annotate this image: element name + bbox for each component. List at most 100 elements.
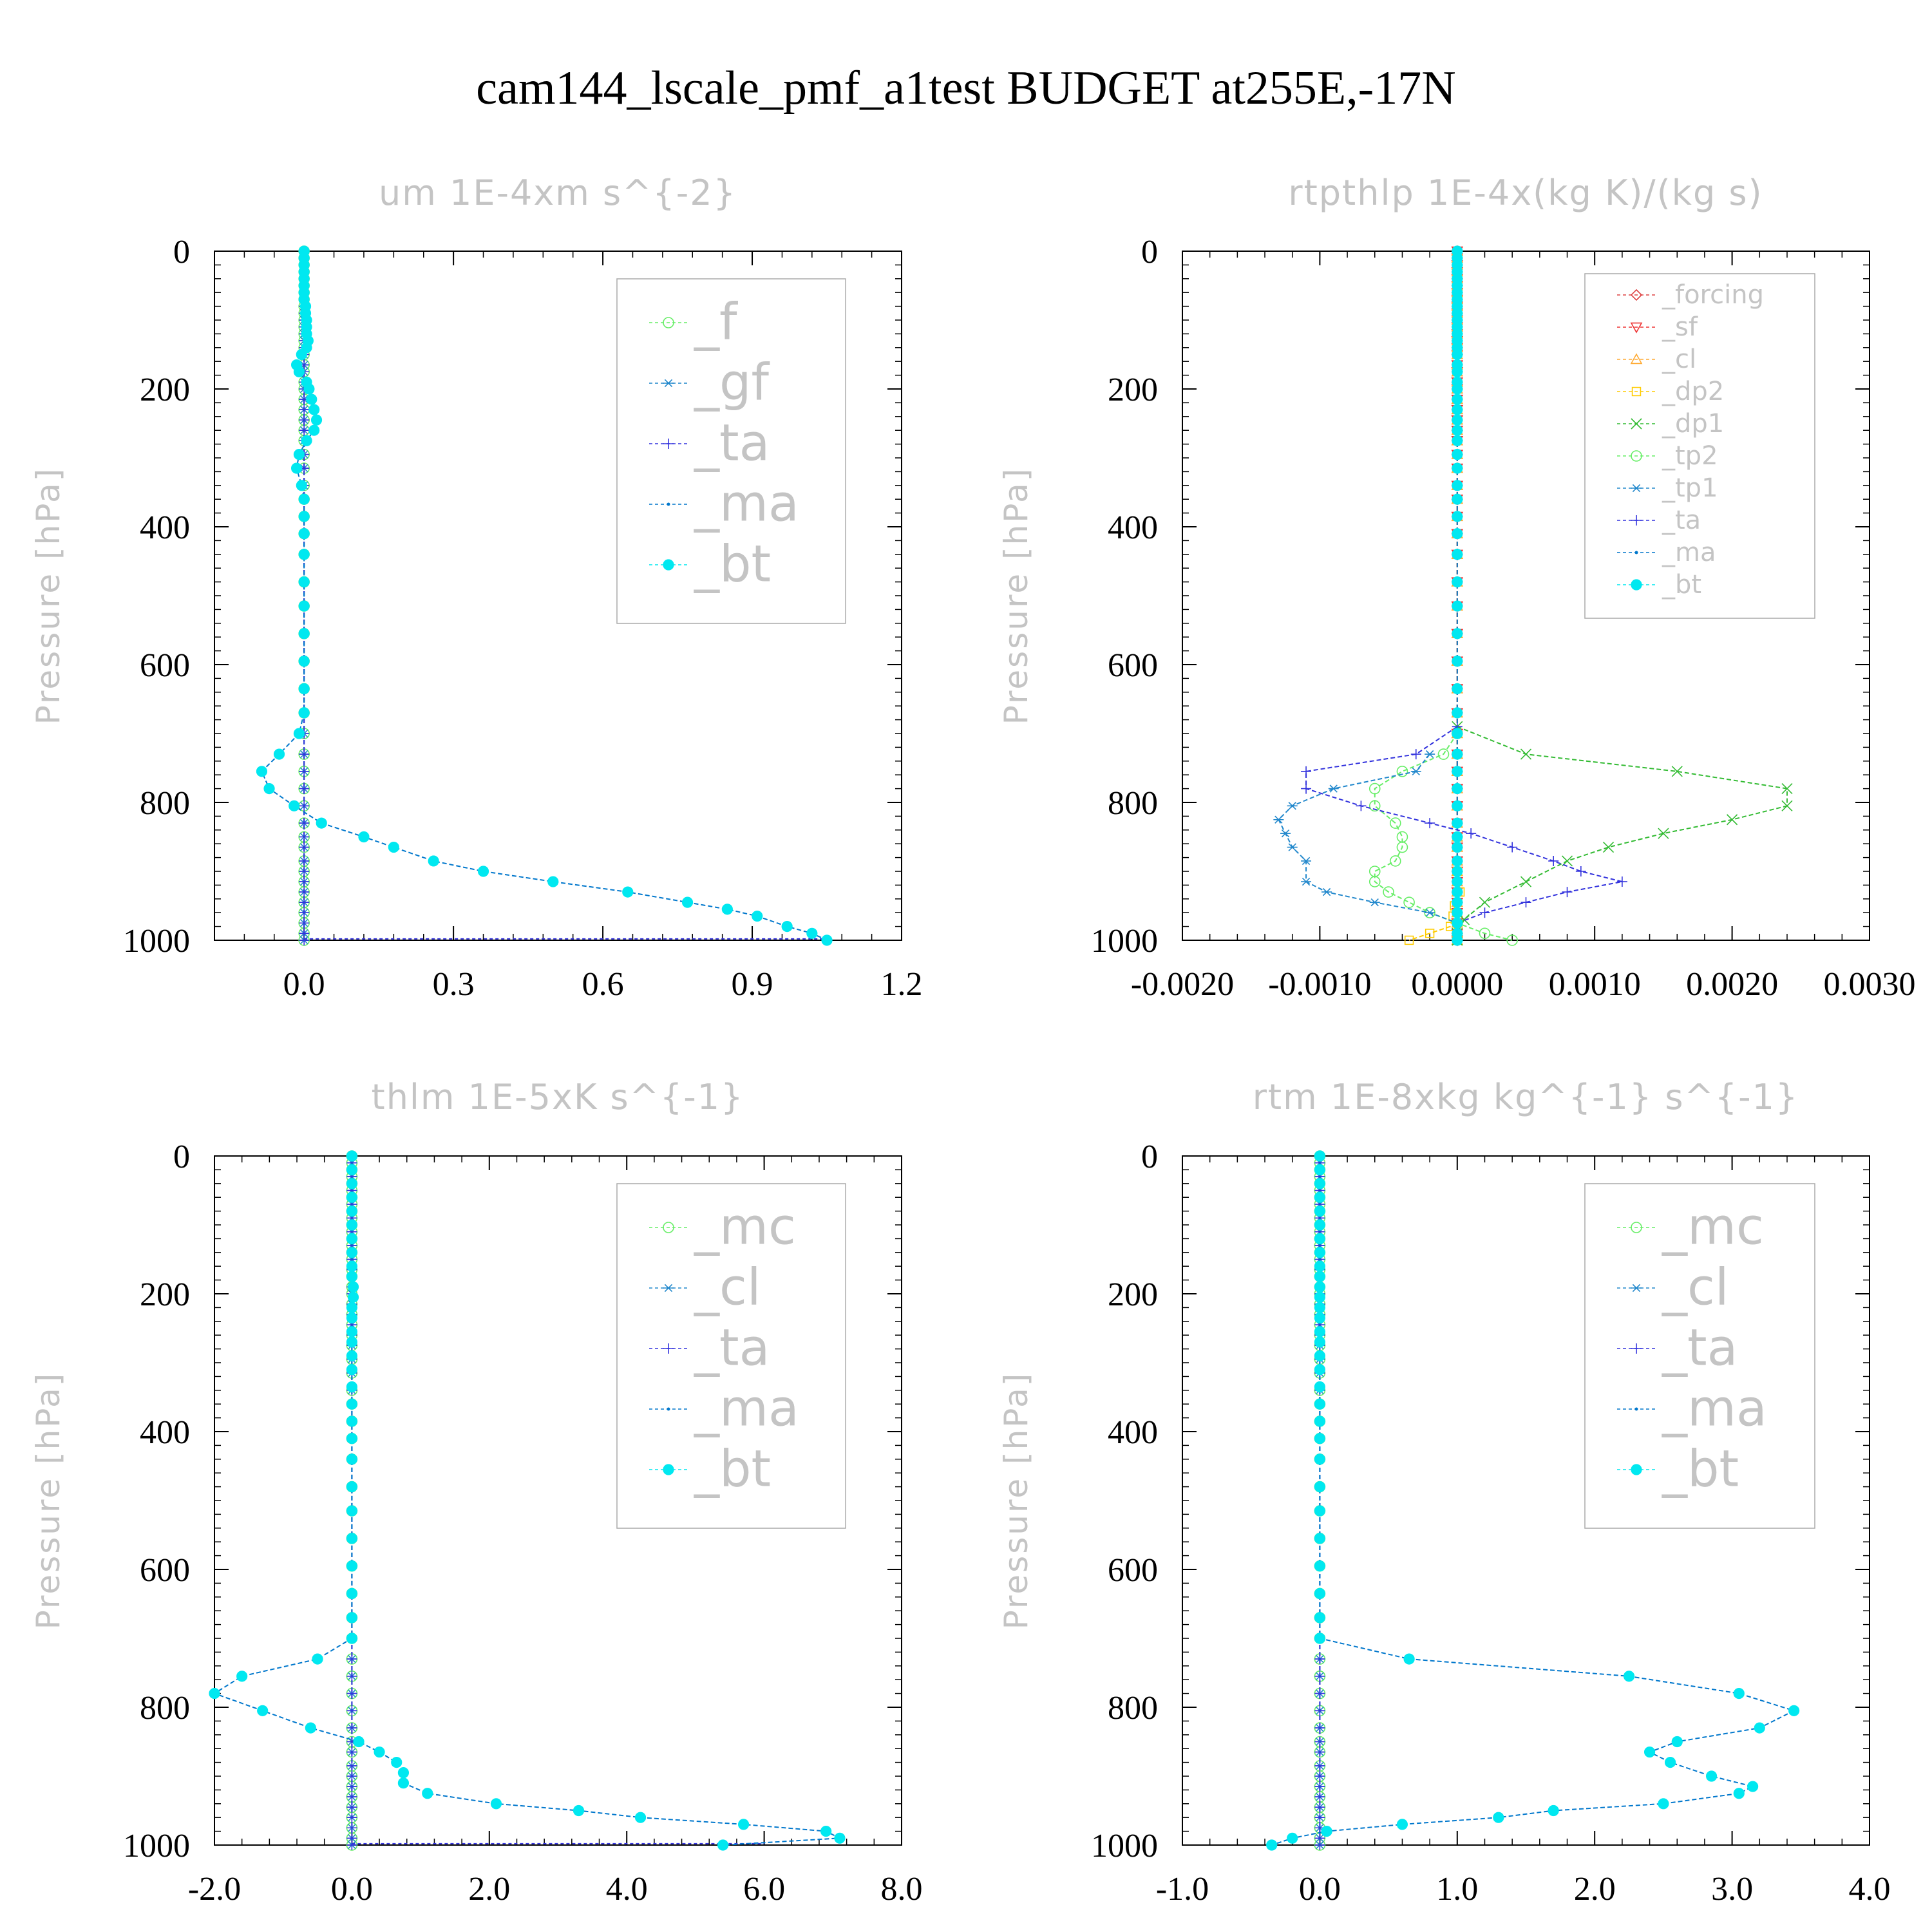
data-point: [1747, 1781, 1759, 1792]
data-point: [1314, 1233, 1325, 1245]
data-point: [1479, 896, 1491, 908]
series-bt: [1266, 1150, 1800, 1851]
data-point: [1705, 1770, 1718, 1782]
data-point: [1452, 748, 1463, 760]
data-point: [1314, 1671, 1325, 1681]
data-point: [573, 1804, 585, 1817]
legend-entry: _mc: [1662, 1198, 1764, 1256]
panel-3: thlm 1E-5xK s^{-1} Pressure [hPa] 0 200 400 6…: [30, 1077, 923, 1908]
data-point: [316, 817, 327, 829]
y-tick-label: 800: [140, 785, 190, 822]
series-bt: [1452, 245, 1463, 946]
data-point: [1658, 1798, 1669, 1810]
data-point: [1301, 877, 1312, 886]
legend-box: [616, 278, 846, 624]
data-point: [1396, 766, 1408, 777]
data-point: [1328, 784, 1339, 793]
data-point: [299, 897, 310, 908]
data-point: [346, 1612, 358, 1624]
data-point: [1754, 1722, 1765, 1734]
data-point: [388, 841, 399, 853]
data-point: [1452, 549, 1463, 560]
y-tick-label: 800: [1108, 785, 1158, 822]
legend-marker: [1631, 1343, 1642, 1354]
data-point: [1314, 1291, 1325, 1303]
data-point: [717, 1839, 729, 1851]
data-point: [752, 910, 763, 922]
data-point: [308, 404, 320, 415]
data-point: [299, 855, 310, 866]
legend-entry: _ma: [694, 475, 799, 533]
legend-entry: _bt: [1662, 570, 1701, 600]
data-point: [1452, 462, 1463, 474]
legend-entry: _gf: [694, 354, 770, 412]
legend-marker: [663, 439, 674, 449]
data-point: [622, 886, 634, 898]
data-point: [346, 1771, 357, 1781]
legend-box: [1584, 273, 1815, 619]
data-point: [397, 1767, 410, 1779]
data-point: [299, 415, 310, 426]
legend-entry: _f: [694, 294, 738, 352]
data-point: [346, 1398, 358, 1410]
data-point: [293, 449, 305, 460]
data-point: [1781, 800, 1793, 811]
data-point: [298, 600, 310, 612]
data-point: [1301, 783, 1312, 794]
data-point: [1410, 767, 1421, 776]
data-point: [346, 1206, 358, 1217]
data-point: [1314, 1802, 1325, 1813]
data-point: [299, 935, 310, 945]
y-tick-label: 600: [140, 647, 190, 684]
legend-marker: [1630, 322, 1643, 334]
data-point: [236, 1671, 248, 1682]
x-tick-label: 0.0030: [1824, 966, 1916, 1003]
data-point: [428, 855, 439, 867]
data-point: [1671, 766, 1683, 777]
y-axis-label: Pressure [hPa]: [30, 467, 67, 725]
legend-marker: [1634, 1407, 1638, 1411]
y-tick-label: 600: [1108, 1552, 1158, 1589]
legend-marker: [663, 1464, 674, 1475]
data-point: [1452, 348, 1463, 361]
data-point: [346, 1326, 358, 1338]
data-point: [1520, 897, 1531, 908]
data-point: [346, 1233, 358, 1245]
data-point: [1452, 831, 1463, 843]
x-tick-label: 0.3: [433, 966, 475, 1003]
data-point: [1287, 843, 1298, 851]
legend-entry: _ta: [694, 415, 770, 473]
y-tick-label: 200: [140, 372, 190, 408]
data-point: [1314, 1771, 1325, 1781]
data-point: [1733, 1788, 1745, 1799]
data-point: [301, 435, 312, 446]
data-point: [1452, 528, 1463, 540]
data-point: [1314, 1654, 1325, 1665]
y-tick-label: 800: [1108, 1690, 1158, 1727]
data-point: [298, 656, 310, 667]
data-point: [346, 1587, 358, 1600]
data-point: [346, 1705, 357, 1716]
data-point: [1520, 876, 1532, 887]
data-point: [721, 904, 733, 915]
legend-entry: _mc: [694, 1198, 796, 1256]
data-point: [346, 1433, 358, 1444]
y-tick-label: 1000: [1091, 923, 1158, 960]
data-point: [1314, 1840, 1325, 1850]
data-point: [1314, 1219, 1325, 1231]
legend-entry: _dp1: [1662, 409, 1724, 439]
y-tick-label: 200: [1108, 372, 1158, 408]
legend-entry: _tp1: [1662, 473, 1718, 503]
data-point: [1452, 817, 1463, 829]
data-point: [1452, 934, 1463, 946]
series-line: [1305, 726, 1623, 940]
x-tick-label: 0.0000: [1411, 966, 1503, 1003]
panel-title: thlm 1E-5xK s^{-1}: [372, 1077, 744, 1117]
legend-entry: _ta: [694, 1320, 770, 1378]
legend-marker: [1634, 551, 1638, 554]
legend: _forcing_sf _cl _dp2 _dp1_tp2_tp1 _ta _ma _bt: [1584, 273, 1815, 619]
data-point: [1314, 1612, 1325, 1624]
legend: _mc_cl_ta_ma_bt: [616, 1183, 846, 1529]
data-point: [346, 1560, 358, 1572]
data-point: [1466, 828, 1477, 839]
